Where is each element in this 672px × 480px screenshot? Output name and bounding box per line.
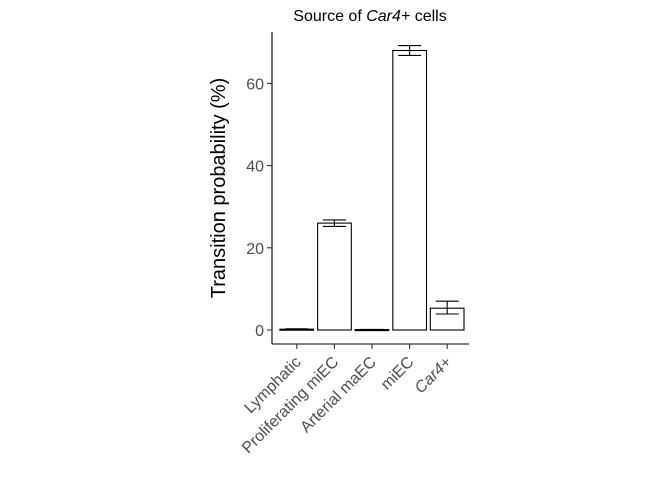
title-prefix: Source of	[293, 8, 366, 25]
error-bar-4	[435, 300, 459, 315]
error-bars-group	[285, 45, 459, 331]
y-tick-label-1: 20	[246, 241, 264, 258]
title-suffix: cells	[410, 8, 446, 25]
error-bar-1	[322, 219, 346, 227]
bar-1	[317, 222, 352, 331]
bars-group	[279, 49, 465, 332]
y-axis-title: Transition probability (%)	[208, 78, 230, 298]
y-tick-label-3: 60	[246, 76, 264, 93]
x-tick-label-3: miEC	[378, 354, 418, 394]
y-tick-label-2: 40	[246, 159, 264, 176]
title-italic: Car4+	[366, 8, 410, 25]
y-ticks-group: 0 20 40 60	[246, 76, 272, 340]
bar-3	[392, 49, 428, 331]
x-tick-label-4: Car4+	[412, 354, 455, 397]
y-tick-label-0: 0	[255, 323, 264, 340]
error-bar-3	[398, 45, 422, 56]
error-bar-0	[285, 328, 309, 331]
chart-title: Source of Car4+ cells	[293, 8, 446, 25]
